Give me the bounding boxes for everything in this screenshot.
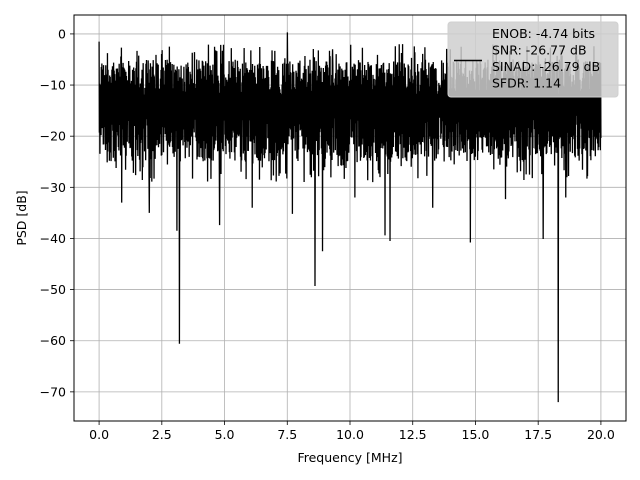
- y-tick-label: −70: [40, 384, 66, 399]
- y-axis-label: PSD [dB]: [14, 190, 29, 245]
- legend-entry-sfdr: SFDR: 1.14: [492, 76, 561, 91]
- x-axis-label: Frequency [MHz]: [297, 450, 402, 465]
- x-tick-label: 5.0: [215, 427, 235, 442]
- x-tick-label: 12.5: [399, 427, 427, 442]
- y-tick-label: −60: [40, 333, 66, 348]
- legend-entry-snr: SNR: -26.77 dB: [492, 43, 587, 58]
- y-tick-label: −30: [40, 180, 66, 195]
- x-tick-label: 15.0: [462, 427, 490, 442]
- x-tick-label: 7.5: [277, 427, 297, 442]
- x-tick-label: 17.5: [524, 427, 552, 442]
- axis-ticks: 0.0 2.5 5.0 7.5 10.0 12.5 15.0 17.5 20.0 0 −10 −20 −…: [40, 26, 615, 442]
- legend-entry-sinad: SINAD: -26.79 dB: [492, 59, 600, 74]
- x-tick-label: 2.5: [152, 427, 172, 442]
- y-tick-label: −20: [40, 129, 66, 144]
- legend: ENOB: -4.74 bits SNR: -26.77 dB SINAD: -…: [447, 21, 619, 98]
- y-tick-label: −40: [40, 231, 66, 246]
- y-tick-label: 0: [58, 26, 66, 41]
- legend-entry-enob: ENOB: -4.74 bits: [492, 26, 595, 41]
- x-tick-label: 10.0: [336, 427, 364, 442]
- x-tick-label: 0.0: [89, 427, 109, 442]
- legend-box: [447, 21, 619, 98]
- psd-series: [98, 32, 602, 403]
- x-tick-label: 20.0: [587, 427, 615, 442]
- psd-trace: [98, 32, 602, 403]
- y-tick-label: −50: [40, 282, 66, 297]
- y-tick-label: −10: [40, 78, 66, 93]
